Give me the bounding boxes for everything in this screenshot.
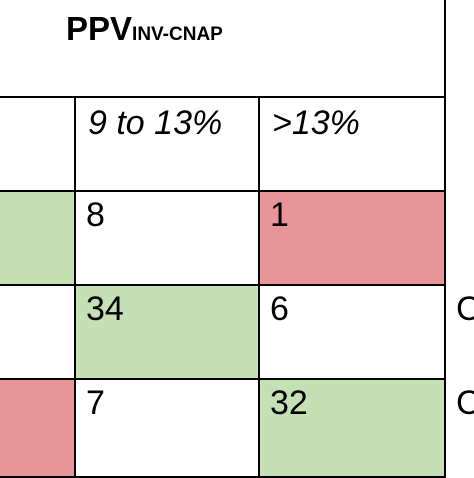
row3-label-cell — [0, 378, 76, 478]
header-cell-9-to-13: 9 to 13% — [74, 96, 260, 192]
header-cell-over-13: >13% — [258, 96, 446, 192]
table-title-subscript: INV-CNAP — [132, 24, 223, 45]
row3-cell-9-to-13: 7 — [74, 378, 260, 478]
row1-cell-9-to-13: 8 — [74, 190, 260, 286]
row2-cell-9-to-13: 34 — [74, 284, 260, 380]
row3-edge-text: C — [456, 384, 474, 422]
table-title-cell: PPVINV-CNAP — [0, 0, 446, 98]
row2-label-cell — [0, 284, 76, 380]
table-title-main: PPV — [66, 10, 133, 47]
table-title: PPVINV-CNAP — [66, 10, 223, 48]
header-cell-row-label — [0, 96, 76, 192]
row1-cell-over-13: 1 — [258, 190, 446, 286]
row2-cell-over-13: 6 — [258, 284, 446, 380]
row2-edge-text: C — [456, 290, 474, 328]
row3-cell-over-13: 32 — [258, 378, 446, 478]
row1-label-cell — [0, 190, 76, 286]
